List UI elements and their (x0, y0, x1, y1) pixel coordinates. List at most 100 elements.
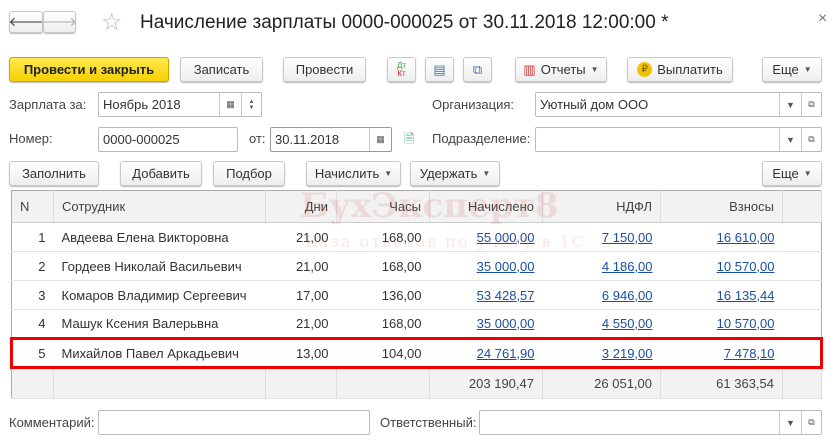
cell: 3 219,00 (542, 337, 661, 369)
more-label: Еще (772, 166, 799, 181)
calendar-icon[interactable]: ▦ (369, 128, 391, 151)
cell: 3 (11, 280, 54, 310)
cell-blank (265, 367, 337, 399)
cell: 136,00 (336, 280, 430, 310)
list-icon-button[interactable]: ▤ (425, 57, 454, 82)
amount-link[interactable]: 4 186,00 (601, 258, 653, 274)
dropdown-icon[interactable]: ▼ (779, 128, 801, 151)
employees-table[interactable]: N Сотрудник Дни Часы Начислено НДФЛ Взносы 1 Ав… (10, 190, 823, 399)
spin-stepper[interactable]: ▲ ▼ (241, 93, 261, 116)
chevron-down-icon: ▼ (803, 169, 812, 178)
document-check-icon[interactable]: 🗎 (404, 131, 415, 146)
table-more-button[interactable]: Еще ▼ (762, 161, 822, 186)
amount-link[interactable]: 3 219,00 (601, 345, 653, 361)
back-button[interactable]: 🡐 (9, 11, 43, 33)
department-field[interactable]: ▼ ⧉ (535, 127, 822, 152)
cell: Авдеева Елена Викторовна (53, 222, 266, 252)
fill-button[interactable]: Заполнить (9, 161, 99, 186)
amount-link[interactable]: 55 000,00 (476, 229, 535, 245)
total-ndfl: 26 051,00 (542, 367, 661, 399)
amount-link[interactable]: 7 478,10 (723, 345, 775, 361)
amount-link[interactable]: 10 570,00 (716, 316, 775, 331)
amount-link[interactable]: 6 946,00 (601, 287, 653, 303)
close-icon[interactable]: × (818, 10, 828, 27)
pay-button[interactable]: ₽ Выплатить (627, 57, 733, 82)
amount-link[interactable]: 53 428,57 (476, 287, 535, 303)
department-label: Подразделение: (432, 131, 531, 146)
post-and-close-button[interactable]: Провести и закрыть (9, 57, 169, 82)
accrue-label: Начислить (314, 166, 380, 181)
structure-icon-button[interactable]: ⧉ (463, 57, 492, 82)
pick-button[interactable]: Подбор (213, 161, 285, 186)
amount-link[interactable]: 35 000,00 (476, 316, 535, 331)
accrue-button[interactable]: Начислить ▼ (306, 161, 401, 186)
chevron-down-icon: ▼ (590, 65, 599, 74)
number-value: 0000-000025 (103, 132, 180, 147)
number-label: Номер: (9, 131, 53, 146)
table-row[interactable]: 1 Авдеева Елена Викторовна 21,00 168,00 55 0… (11, 222, 822, 252)
comment-field[interactable] (98, 410, 370, 435)
cell: 16 610,00 (660, 222, 783, 252)
open-icon[interactable]: ⧉ (801, 411, 821, 434)
column-header[interactable]: Взносы (660, 190, 783, 223)
column-header[interactable]: НДФЛ (542, 190, 661, 223)
column-header[interactable]: Сотрудник (53, 190, 266, 223)
amount-link[interactable]: 7 150,00 (601, 229, 653, 245)
dropdown-icon[interactable]: ▼ (779, 93, 801, 116)
forward-button[interactable]: 🡒 (42, 11, 77, 33)
cell: 168,00 (336, 251, 430, 281)
open-icon[interactable]: ⧉ (801, 93, 821, 116)
amount-link[interactable]: 35 000,00 (476, 258, 535, 274)
date-field[interactable]: 30.11.2018 ▦ (270, 127, 392, 152)
cell: Михайлов Павел Аркадьевич (53, 337, 266, 369)
cell: 6 946,00 (542, 280, 661, 310)
cell: 21,00 (265, 309, 337, 339)
more-button[interactable]: Еще ▼ (762, 57, 822, 82)
table-row[interactable]: 2 Гордеев Николай Васильевич 21,00 168,00 35… (11, 251, 822, 281)
responsible-field[interactable]: ▼ ⧉ (479, 410, 822, 435)
ruble-coin-icon: ₽ (637, 62, 653, 77)
cell-blank (782, 367, 822, 399)
cell: Машук Ксения Валерьвна (53, 309, 266, 339)
dropdown-icon[interactable]: ▼ (779, 411, 801, 434)
amount-link[interactable]: 24 761,90 (476, 345, 535, 361)
organization-value: Уютный дом ООО (540, 97, 649, 112)
kt-icon: Кт (397, 68, 406, 78)
number-field[interactable]: 0000-000025 (98, 127, 238, 152)
table-row[interactable]: 4 Машук Ксения Валерьвна 21,00 168,00 35 000… (11, 309, 822, 339)
add-button[interactable]: Добавить (120, 161, 202, 186)
reports-button[interactable]: ▥ Отчеты ▼ (515, 57, 607, 82)
report-icon: ▥ (523, 61, 536, 77)
amount-link[interactable]: 4 550,00 (601, 316, 653, 331)
withhold-button[interactable]: Удержать ▼ (410, 161, 500, 186)
chevron-down-icon: ▼ (482, 169, 491, 178)
amount-link[interactable]: 16 610,00 (716, 229, 775, 245)
column-header[interactable]: Часы (336, 190, 430, 223)
save-button[interactable]: Записать (180, 57, 263, 82)
post-button[interactable]: Провести (283, 57, 366, 82)
date-label: от: (249, 131, 266, 146)
dt-kt-button[interactable]: Дт Кт (387, 57, 416, 82)
organization-field[interactable]: Уютный дом ООО ▼ ⧉ (535, 92, 822, 117)
cell-blank (336, 367, 430, 399)
column-header[interactable]: N (11, 190, 54, 223)
table-row[interactable]: 3 Комаров Владимир Сергеевич 17,00 136,00 53… (11, 280, 822, 310)
table-row[interactable]: 5 Михайлов Павел Аркадьевич 13,00 104,00 24 … (10, 337, 823, 369)
amount-link[interactable]: 10 570,00 (716, 258, 775, 274)
calendar-icon[interactable]: ▦ (219, 93, 241, 116)
cell: 104,00 (336, 337, 430, 369)
column-header[interactable]: Дни (265, 190, 337, 223)
column-header[interactable]: Начислено (429, 190, 543, 223)
open-icon[interactable]: ⧉ (801, 128, 821, 151)
cell: Комаров Владимир Сергеевич (53, 280, 266, 310)
cell-blank (782, 337, 823, 369)
salary-for-field[interactable]: Ноябрь 2018 ▦ ▲ ▼ (98, 92, 262, 117)
cell: 4 550,00 (542, 309, 661, 339)
page-title: Начисление зарплаты 0000-000025 от 30.11… (140, 12, 669, 33)
amount-link[interactable]: 16 135,44 (716, 287, 775, 303)
cell: 21,00 (265, 222, 337, 252)
cell: 53 428,57 (429, 280, 543, 310)
cell-blank (782, 309, 822, 339)
favorite-star-icon[interactable]: ☆ (101, 9, 123, 36)
cell: 24 761,90 (429, 337, 543, 369)
